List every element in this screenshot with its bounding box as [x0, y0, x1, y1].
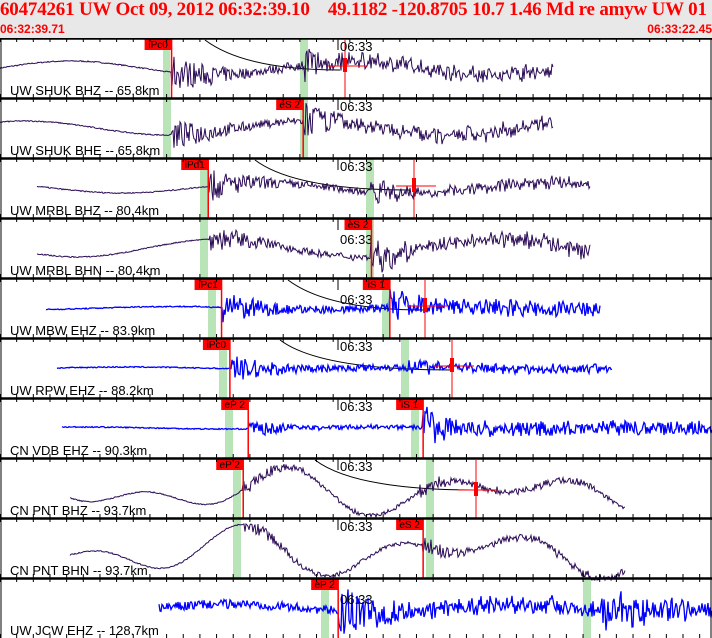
pick-label: iPc0: [207, 340, 227, 351]
pick-flag[interactable]: [396, 399, 424, 410]
event-summary: 60474261 UW Oct 09, 2012 06:32:39.10 49.…: [0, 0, 712, 20]
minute-label: 06:33: [340, 459, 373, 474]
trace-panel[interactable]: 06:33 iPc0 UW RPW EHZ -- 88.2km: [0, 337, 712, 398]
channel-label: UW MBW EHZ -- 83.9km: [10, 323, 155, 338]
pick-label: iPc0: [148, 40, 168, 51]
pick-flag[interactable]: [362, 279, 390, 290]
pick-flag[interactable]: [221, 399, 249, 410]
trace-panel[interactable]: 06:33 eP 2 CN PNT BHZ -- 93.7km: [0, 457, 712, 519]
waveform: [0, 102, 554, 148]
minute-label: 06:33: [340, 519, 373, 534]
waveform: [0, 48, 554, 88]
trace-panel[interactable]: 06:33 eS 2 UW SHUK BHE -- 65.8km: [0, 97, 712, 158]
pick-flag[interactable]: [181, 159, 209, 170]
channel-label: UW RPW EHZ -- 88.2km: [10, 383, 154, 398]
minute-label: 06:33: [340, 592, 373, 607]
pick-flag[interactable]: [276, 99, 304, 110]
pick-label: eP 2: [314, 580, 335, 591]
theoretical-arrival-band: [208, 279, 216, 338]
trace-panel[interactable]: 06:33 eP 2 UW JCW EHZ -- 128.7km: [0, 577, 712, 638]
minute-label: 06:33: [340, 159, 373, 174]
theoretical-arrival-band: [583, 579, 591, 638]
coda-curve: [314, 459, 477, 491]
trace-panel[interactable]: 06:33 eP 2 iS 1 CN VDB EHZ -- 90.3km: [0, 397, 712, 458]
channel-label: UW MRBL BHN -- 80.4km: [10, 263, 160, 278]
trace-panel[interactable]: 06:33 iPc1 iS 1 UW MBW EHZ -- 83.9km: [0, 277, 712, 338]
trace-panel[interactable]: 06:33 iPc0 UW SHUK BHZ -- 65.8km: [0, 38, 712, 98]
channel-label: UW MRBL BHZ -- 80.4km: [10, 203, 159, 218]
pick-label: eS 2: [399, 520, 420, 531]
waveform: [56, 356, 613, 380]
event-header: 60474261 UW Oct 09, 2012 06:32:39.10 49.…: [0, 0, 712, 38]
theoretical-arrival-band: [233, 459, 241, 518]
amplitude-marker: [450, 358, 454, 372]
pick-flag[interactable]: [202, 339, 230, 350]
theoretical-arrival-band: [200, 159, 208, 218]
channel-label: CN PNT BHZ -- 93.7km: [10, 503, 146, 518]
waveform: [61, 406, 712, 444]
channel-label: UW SHUK BHZ -- 65.8km: [10, 83, 160, 98]
amplitude-marker: [474, 482, 478, 496]
waveform: [36, 170, 591, 204]
channel-label: UW JCW EHZ -- 128.7km: [10, 623, 159, 638]
pick-label: iPc1: [198, 280, 218, 291]
coda-curve: [204, 39, 341, 71]
waveform: [69, 464, 626, 519]
channel-label: UW SHUK BHE -- 65.8km: [10, 143, 160, 158]
amplitude-marker: [412, 178, 416, 192]
minute-label: 06:33: [340, 292, 373, 307]
waveform: [158, 589, 712, 634]
pick-flag[interactable]: [396, 519, 424, 530]
amplitude-marker: [423, 298, 427, 312]
pick-label: eP 2: [225, 400, 246, 411]
pick-label: eS 2: [279, 100, 300, 111]
coda-curve: [279, 339, 453, 371]
pick-flag[interactable]: [344, 219, 372, 230]
coda-curve: [287, 279, 426, 311]
minute-label: 06:33: [340, 339, 373, 354]
minute-label: 06:33: [340, 99, 373, 114]
theoretical-arrival-band: [163, 39, 170, 98]
waveform: [69, 522, 626, 582]
theoretical-arrival-band: [233, 519, 241, 578]
channel-label: CN PNT BHN -- 93.7km: [10, 563, 148, 578]
channel-label: CN VDB EHZ -- 90.3km: [10, 443, 147, 458]
pick-flag[interactable]: [216, 459, 244, 470]
pick-label: eP 2: [220, 460, 241, 471]
trace-panel[interactable]: 06:33 eS 2 CN PNT BHN -- 93.7km: [0, 517, 712, 582]
minute-label: 06:33: [340, 232, 373, 247]
theoretical-arrival-band: [366, 219, 374, 278]
theoretical-arrival-band: [163, 99, 171, 158]
waveform: [36, 228, 591, 273]
window-start-time: 06:32:39.71: [0, 22, 65, 36]
pick-flag[interactable]: [311, 579, 339, 590]
minute-label: 06:33: [340, 39, 373, 54]
waveform: [46, 288, 601, 323]
trace-panel[interactable]: 06:33 iPd1 UW MRBL BHZ -- 80.4km: [0, 157, 712, 218]
amplitude-marker: [343, 58, 347, 72]
window-end-time: 06:33:22.45: [647, 22, 712, 36]
theoretical-arrival-band: [200, 219, 208, 278]
pick-label: iS 1: [368, 280, 386, 291]
pick-flag[interactable]: [144, 39, 172, 50]
minute-label: 06:33: [340, 399, 373, 414]
pick-label: eS 2: [348, 220, 369, 231]
pick-flag[interactable]: [194, 279, 222, 290]
pick-label: iS 1: [401, 400, 419, 411]
pick-label: iPd1: [185, 160, 205, 171]
